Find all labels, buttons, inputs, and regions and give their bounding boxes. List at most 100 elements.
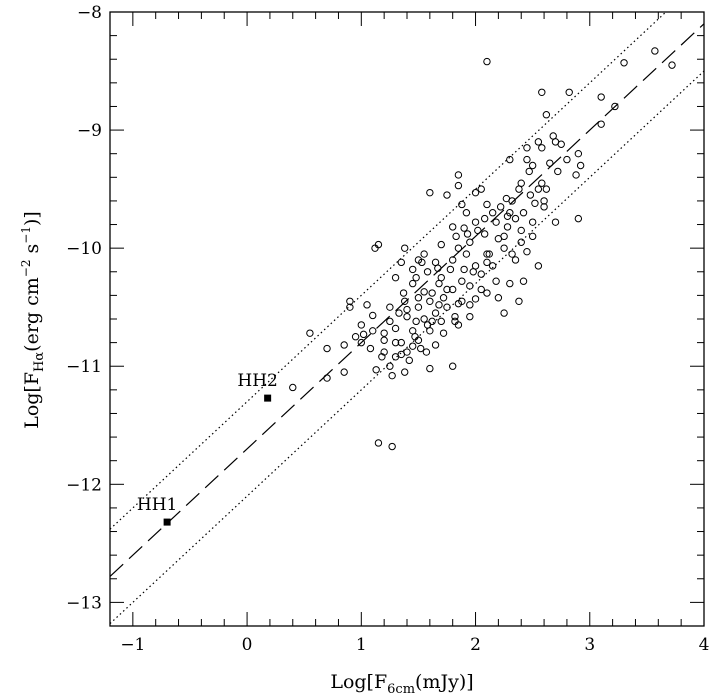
data-point <box>474 226 482 235</box>
data-point <box>448 223 457 231</box>
data-point <box>517 226 525 235</box>
data-point <box>469 268 477 276</box>
data-point <box>431 309 440 317</box>
data-point <box>378 353 386 361</box>
x-tick-label: 0 <box>242 635 253 655</box>
data-point <box>597 120 605 128</box>
data-point <box>528 232 537 241</box>
data-point <box>471 218 480 226</box>
data-point <box>503 223 512 231</box>
data-point <box>380 348 388 356</box>
data-point <box>483 250 491 258</box>
data-point <box>500 309 508 317</box>
data-point <box>437 317 445 326</box>
data-point <box>448 285 457 294</box>
data-point <box>357 338 366 347</box>
data-point <box>340 341 348 349</box>
data-point <box>420 250 428 258</box>
data-point <box>523 247 531 256</box>
data-point <box>519 277 528 285</box>
y-tick-label: −8 <box>77 3 102 23</box>
data-point <box>508 250 516 258</box>
data-point <box>437 240 445 249</box>
data-point <box>515 185 523 193</box>
data-point <box>611 102 619 111</box>
data-point <box>540 203 548 211</box>
data-point <box>542 185 551 193</box>
data-point <box>496 203 505 211</box>
data-point <box>435 279 443 288</box>
data-point <box>563 155 571 164</box>
data-point <box>448 256 457 264</box>
data-point <box>409 265 417 274</box>
data-point <box>401 244 409 252</box>
data-point <box>451 317 459 326</box>
data-point <box>500 244 508 252</box>
y-tick-label: −9 <box>77 121 102 141</box>
data-point <box>494 294 503 302</box>
data-point <box>431 341 440 349</box>
bound-line-dotted <box>110 12 667 530</box>
plot-frame <box>109 11 705 627</box>
data-point <box>477 285 485 294</box>
data-point <box>426 364 434 373</box>
data-point <box>412 317 420 326</box>
y-tick-label: −11 <box>66 357 102 377</box>
data-point <box>506 155 514 164</box>
data-point <box>466 312 474 321</box>
data-point <box>528 161 537 170</box>
data-point <box>502 194 511 203</box>
data-point <box>483 289 491 297</box>
data-point <box>572 171 580 179</box>
data-point <box>391 338 400 347</box>
data-point <box>480 230 489 238</box>
highlighted-point-label: HH2 <box>237 371 277 391</box>
data-point <box>492 277 500 285</box>
data-point <box>538 179 546 187</box>
data-point <box>538 144 546 152</box>
x-tick-label: 1 <box>356 635 367 655</box>
data-point <box>397 338 405 347</box>
data-point <box>485 250 493 258</box>
data-point <box>471 295 480 303</box>
data-point <box>426 297 434 305</box>
data-point <box>554 167 562 176</box>
data-point <box>466 238 474 246</box>
data-point <box>405 356 413 365</box>
data-point <box>477 270 485 278</box>
data-point <box>471 188 480 197</box>
data-point <box>551 218 560 226</box>
data-point <box>551 138 560 146</box>
data-point <box>462 250 471 258</box>
data-point <box>420 315 428 323</box>
data-point <box>388 442 396 451</box>
data-point <box>323 344 331 353</box>
data-point <box>525 167 533 176</box>
data-point <box>369 327 377 335</box>
data-point <box>523 155 531 164</box>
x-tick-label: 2 <box>470 635 481 655</box>
data-point <box>323 374 331 382</box>
data-point <box>380 329 388 337</box>
data-point <box>451 312 459 321</box>
data-point <box>534 262 543 270</box>
data-point <box>363 301 371 309</box>
data-point <box>454 171 463 179</box>
data-point <box>443 285 451 294</box>
data-point <box>391 273 400 282</box>
y-tick-label: −10 <box>66 239 102 259</box>
y-axis-label: Log[FHα(erg cm−2 s−1)] <box>19 211 47 429</box>
data-point <box>418 258 426 267</box>
data-point <box>466 301 474 309</box>
data-point <box>458 200 466 209</box>
data-point <box>420 288 428 296</box>
data-point <box>651 47 659 55</box>
data-point <box>500 232 508 241</box>
data-point <box>386 303 394 311</box>
data-point <box>439 329 448 337</box>
data-point <box>351 333 360 341</box>
data-point <box>340 368 348 376</box>
data-point <box>346 297 354 305</box>
data-point <box>534 185 543 193</box>
data-point <box>443 303 451 311</box>
